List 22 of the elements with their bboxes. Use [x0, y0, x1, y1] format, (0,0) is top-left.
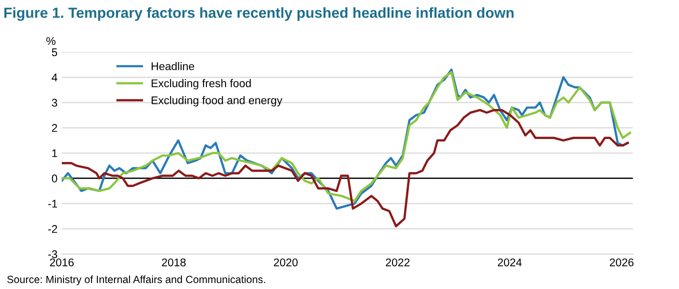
y-tick-label: 5 — [52, 48, 58, 56]
legend-label: Headline — [152, 62, 194, 70]
line-series — [62, 108, 629, 228]
y-tick-label: -2 — [48, 225, 58, 233]
x-tick-label: 2026 — [610, 258, 634, 266]
y-tick-label: 4 — [52, 74, 58, 82]
x-tick-label: 2016 — [50, 258, 74, 266]
x-tick-label: 2018 — [162, 258, 186, 266]
y-tick-label: -3 — [48, 250, 58, 258]
x-tick-label: 2020 — [274, 258, 298, 266]
legend-label: Excluding food and energy — [152, 96, 282, 106]
x-tick-label: 2022 — [386, 258, 410, 266]
legend-label: Excluding fresh food — [152, 79, 251, 90]
y-axis-title: % — [46, 37, 56, 45]
y-tick-label: 0 — [52, 174, 58, 182]
y-tick-label: 3 — [52, 98, 58, 107]
y-tick-label: 1 — [52, 149, 58, 158]
x-tick-label: 2024 — [498, 258, 522, 266]
y-tick-label: 2 — [52, 124, 58, 132]
chart-title: Figure 1. Temporary factors have recently pushed headline inflation down — [4, 7, 514, 21]
y-tick-label: -1 — [48, 200, 58, 208]
source-note: Source: Ministry of Internal Affairs and Communications. — [7, 275, 266, 286]
